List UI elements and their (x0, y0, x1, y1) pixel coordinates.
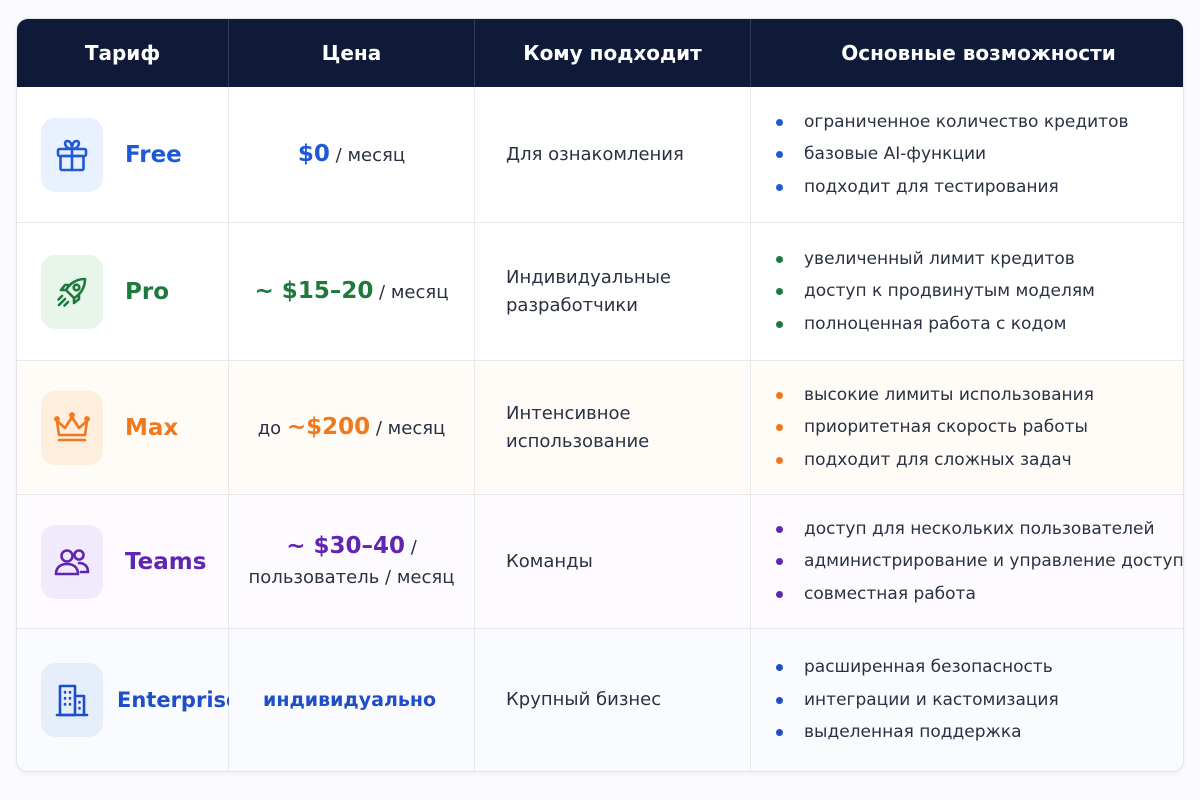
price-line2-teams: пользователь / месяц (248, 566, 455, 588)
plan-cell-max: Max (17, 361, 229, 495)
feature-item: подходит для тестирования (774, 171, 1129, 204)
features-pro: увеличенный лимит кредитов доступ к прод… (751, 223, 1183, 361)
features-teams: доступ для нескольких пользователей адми… (751, 495, 1183, 629)
header-audience: Кому подходит (475, 19, 751, 87)
audience-teams: Команды (475, 495, 751, 629)
header-plan: Тариф (17, 19, 229, 87)
feature-item: полноценная работа с кодом (774, 308, 1095, 341)
price-suffix-teams: / (405, 536, 417, 558)
price-value-pro: ~ $15–20 (254, 277, 374, 304)
feature-item: расширенная безопасность (774, 651, 1059, 684)
feature-item: совместная работа (774, 578, 1183, 611)
audience-free: Для ознакомления (475, 87, 751, 223)
audience-enterprise: Крупный бизнес (475, 629, 751, 771)
audience-text-pro: Индивидуальные разработчики (506, 266, 671, 316)
features-max: высокие лимиты использования приоритетна… (751, 361, 1183, 495)
feature-item: увеличенный лимит кредитов (774, 243, 1095, 276)
feature-item: ограниченное количество кредитов (774, 106, 1129, 139)
feature-item: приоритетная скорость работы (774, 411, 1094, 444)
price-value-enterprise: индивидуально (263, 688, 437, 711)
price-suffix-free: / месяц (329, 144, 406, 166)
users-icon (41, 524, 103, 599)
plan-cell-enterprise: Enterprise (17, 629, 240, 771)
price-prefix-max: до (257, 417, 287, 439)
feature-item: интеграции и кастомизация (774, 684, 1059, 717)
feature-item: доступ для нескольких пользователей (774, 513, 1183, 546)
crown-icon (41, 390, 103, 465)
price-value-max: ~$200 (286, 413, 371, 440)
header-features: Основные возможности (751, 19, 1183, 87)
gift-icon (41, 117, 103, 192)
plan-name-pro: Pro (125, 278, 170, 305)
feature-item: доступ к продвинутым моделям (774, 275, 1095, 308)
audience-text-free: Для ознакомления (506, 143, 684, 165)
plan-name-free: Free (125, 141, 182, 168)
audience-pro: Индивидуальные разработчики (475, 223, 751, 361)
building-icon (41, 663, 103, 737)
plan-cell-pro: Pro (17, 223, 229, 361)
price-value-free: $0 (297, 140, 330, 167)
feature-item: выделенная поддержка (774, 716, 1059, 749)
feature-item: базовые AI-функции (774, 138, 1129, 171)
price-cell-enterprise: индивидуально (229, 629, 475, 771)
audience-text-enterprise: Крупный бизнес (506, 689, 662, 710)
price-value-teams: ~ $30–40 (286, 532, 405, 559)
audience-max: Интенсивное использование (475, 361, 751, 495)
price-cell-free: $0 / месяц (229, 87, 475, 223)
audience-text-max: Интенсивное использование (506, 402, 650, 452)
price-cell-max: до ~$200 / месяц (229, 361, 475, 495)
feature-item: администрирование и управление доступом (774, 545, 1183, 578)
feature-item: подходит для сложных задач (774, 444, 1094, 477)
price-cell-pro: ~ $15–20 / месяц (229, 223, 475, 361)
audience-text-teams: Команды (506, 550, 593, 572)
price-suffix-max: / месяц (370, 417, 446, 439)
features-enterprise: расширенная безопасность интеграции и ка… (751, 629, 1183, 771)
plan-name-max: Max (125, 414, 179, 441)
header-price: Цена (229, 19, 475, 87)
plan-cell-free: Free (17, 87, 229, 223)
rocket-icon (41, 254, 103, 329)
plan-name-teams: Teams (125, 548, 207, 575)
plan-name-enterprise: Enterprise (117, 688, 241, 712)
feature-item: высокие лимиты использования (774, 379, 1094, 412)
price-suffix-pro: / месяц (373, 281, 449, 303)
pricing-table: Тариф Цена Кому подходит Основные возмож… (16, 18, 1184, 772)
price-cell-teams: ~ $30–40 / пользователь / месяц (229, 495, 475, 629)
features-free: ограниченное количество кредитов базовые… (751, 87, 1183, 223)
plan-cell-teams: Teams (17, 495, 229, 629)
